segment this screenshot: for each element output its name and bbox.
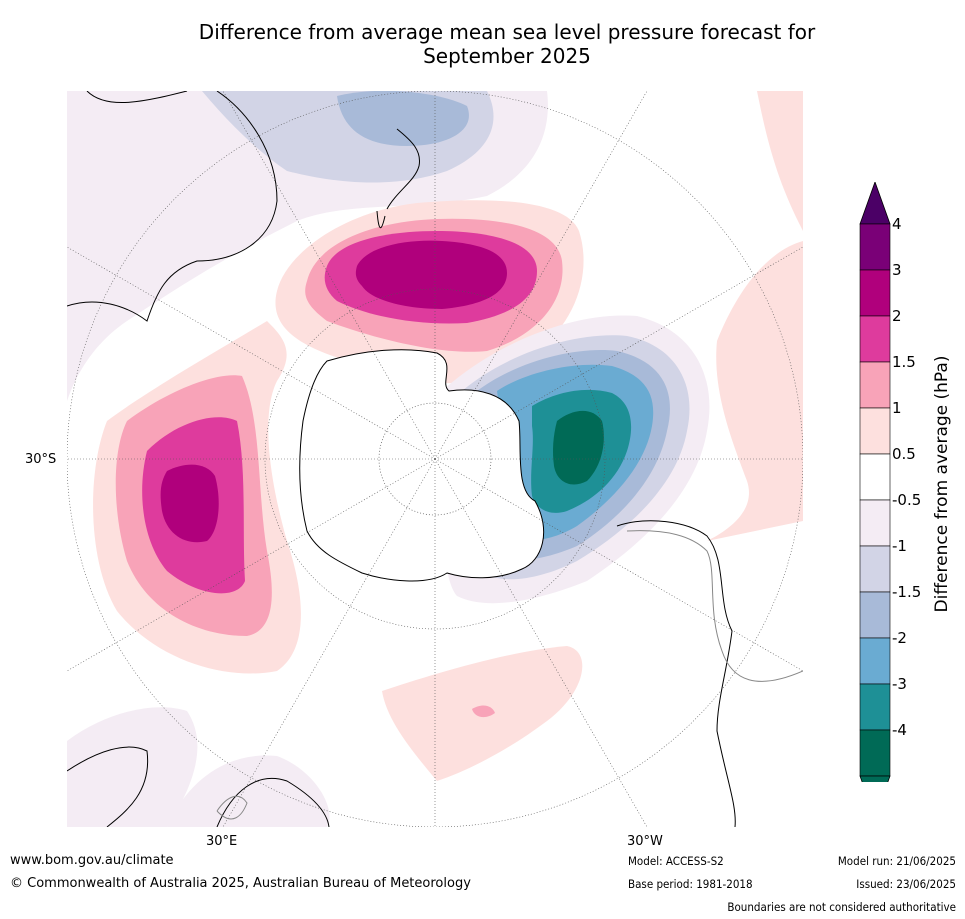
colorbar-tick-label: -3 — [892, 675, 907, 693]
colorbar-band — [859, 683, 891, 731]
title-line-1: Difference from average mean sea level p… — [198, 20, 816, 44]
colorbar-band — [859, 499, 891, 547]
footer-website[interactable]: www.bom.gov.au/climate — [10, 853, 174, 868]
colorbar-tick-label: -1.5 — [892, 583, 922, 601]
colorbar-band — [859, 453, 891, 501]
anomaly-pos05-right — [757, 91, 803, 231]
south-america-coastline — [616, 520, 736, 827]
anomaly-neg15-north — [337, 91, 469, 146]
colorbar-tick-label: 1 — [892, 399, 902, 417]
anomaly-pos2-top — [355, 240, 507, 309]
label-30s: 30°S — [25, 452, 57, 467]
colorbar-tick-label: -4 — [892, 721, 907, 739]
label-30w: 30°W — [627, 834, 663, 849]
anomaly-pos1-bottom — [472, 705, 495, 718]
polar-map[interactable] — [67, 91, 803, 827]
colorbar-band — [859, 315, 891, 363]
lat-circle-60 — [264, 288, 606, 630]
footer-disclaimer: Boundaries are not considered authoritat… — [727, 900, 956, 914]
chart-title: Difference from average mean sea level p… — [0, 20, 965, 68]
label-30e: 30°E — [206, 834, 238, 849]
new-zealand-coastline — [376, 128, 421, 229]
madagascar — [216, 795, 248, 820]
colorbar-tick-label: 1.5 — [892, 353, 916, 371]
footer-model-run: Model run: 21/06/2025 — [837, 854, 956, 868]
colorbar-tick-label: 2 — [892, 307, 902, 325]
australia-coastline — [67, 91, 278, 322]
colorbar-tick-label: -2 — [892, 629, 907, 647]
colorbar-tick-label: 3 — [892, 261, 902, 279]
anomaly-neg4-center — [553, 410, 604, 485]
meridian-lines — [67, 91, 803, 827]
colorbar-band — [859, 729, 891, 777]
south-america-inner — [626, 530, 803, 682]
anomaly-pos05-east — [707, 241, 803, 541]
anomaly-neg05-southwest — [67, 707, 198, 827]
colorbar-band — [859, 637, 891, 685]
footer-model: Model: ACCESS-S2 — [628, 854, 724, 868]
africa-coastline — [67, 746, 330, 827]
colorbar-band — [859, 407, 891, 455]
colorbar-tick-label: 4 — [892, 215, 902, 233]
footer-copyright: © Commonwealth of Australia 2025, Austra… — [10, 876, 471, 891]
anomaly-pos2-left — [160, 464, 219, 543]
colorbar — [859, 182, 891, 782]
colorbar-tick-label: -1 — [892, 537, 907, 555]
colorbar-tick-label: 0.5 — [892, 445, 916, 463]
colorbar-band — [859, 269, 891, 317]
colorbar-over-arrow — [859, 182, 891, 225]
colorbar-under-arrow — [859, 775, 891, 782]
colorbar-band — [859, 591, 891, 639]
footer-issued: Issued: 23/06/2025 — [856, 877, 956, 891]
colorbar-band — [859, 361, 891, 409]
colorbar-tick-label: -0.5 — [892, 491, 922, 509]
colorbar-band — [859, 545, 891, 593]
colorbar-band — [859, 223, 891, 271]
title-line-2: September 2025 — [423, 44, 591, 68]
footer-base-period: Base period: 1981-2018 — [628, 877, 753, 891]
colorbar-label: Difference from average (hPa) — [932, 355, 952, 613]
anomaly-neg05-bottom — [167, 755, 330, 827]
